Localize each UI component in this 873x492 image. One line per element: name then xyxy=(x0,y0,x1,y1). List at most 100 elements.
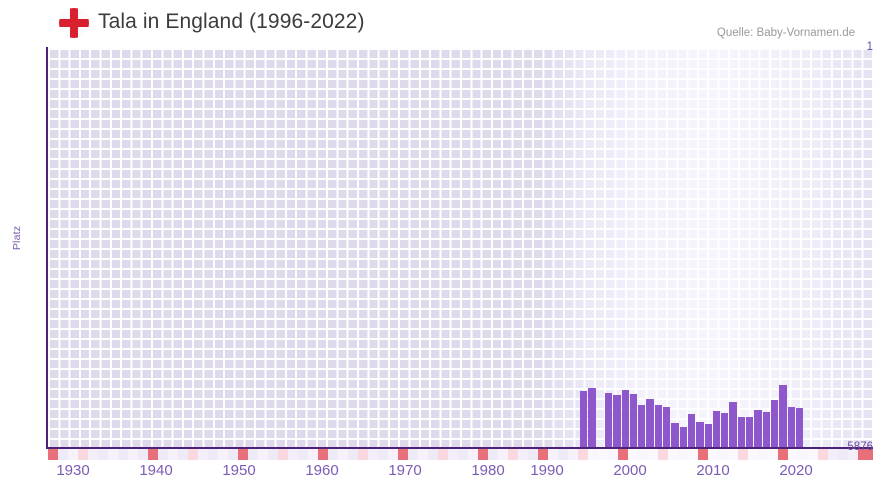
tick-strip-cell xyxy=(188,449,198,460)
tick-strip-cell xyxy=(608,449,618,460)
tick-strip-cell xyxy=(388,449,398,460)
x-axis-tick-labels: 1930 1940 1950 1960 1970 1980 1990 2000 2010 2020 xyxy=(0,462,873,486)
bar-2014 xyxy=(746,417,754,448)
tick-strip-cell xyxy=(708,449,718,460)
tick-strip-cell xyxy=(358,449,368,460)
bar-2006 xyxy=(679,427,687,448)
tick-strip-cell xyxy=(248,449,258,460)
tick-strip-cell xyxy=(138,449,148,460)
bar-2017 xyxy=(770,400,779,448)
tick-strip-cell xyxy=(158,449,168,460)
source-attribution: Quelle: Baby-Vornamen.de xyxy=(716,27,855,39)
tick-strip-cell xyxy=(678,449,688,460)
bar-2007 xyxy=(687,414,696,448)
tick-strip-cell xyxy=(788,449,798,460)
x-tick-label-1950: 1950 xyxy=(222,462,256,479)
x-axis-line xyxy=(46,447,873,449)
tick-strip-cell xyxy=(198,449,208,460)
tick-strip-cell xyxy=(558,449,568,460)
tick-strip-cell xyxy=(548,449,558,460)
tick-strip-cell xyxy=(368,449,378,460)
tick-strip-cell xyxy=(798,449,808,460)
tick-strip-cell xyxy=(568,449,578,460)
tick-strip-cell xyxy=(468,449,478,460)
tick-strip-cell xyxy=(698,449,708,460)
bar-2012 xyxy=(729,402,737,448)
tick-strip-cell xyxy=(128,449,138,460)
tick-strip-cell xyxy=(338,449,348,460)
bar-2016 xyxy=(762,412,770,448)
bar-2000 xyxy=(629,394,638,448)
bar-2011 xyxy=(721,413,729,448)
tick-strip-cell xyxy=(838,449,848,460)
tick-strip-cell xyxy=(688,449,698,460)
tick-strip-cell xyxy=(728,449,738,460)
tick-strip-cell xyxy=(48,449,58,460)
tick-strip-cell xyxy=(538,449,548,460)
bar-2020 xyxy=(795,408,804,448)
y-axis-title: Platz xyxy=(11,225,23,251)
tick-strip-cell xyxy=(818,449,828,460)
x-tick-label-1940: 1940 xyxy=(139,462,173,479)
bar-2009 xyxy=(704,424,712,448)
bar-1997 xyxy=(604,393,613,448)
tick-strip-cell xyxy=(768,449,778,460)
tick-strip-cell xyxy=(598,449,608,460)
plot-gridlines xyxy=(48,48,873,448)
tick-strip-cell xyxy=(228,449,238,460)
x-tick-label-1980: 1980 xyxy=(471,462,505,479)
bar-2010 xyxy=(712,411,721,448)
tick-strip-cell xyxy=(518,449,528,460)
tick-strip-cell xyxy=(488,449,498,460)
tick-strip-cell xyxy=(328,449,338,460)
chart-header: Tala in England (1996-2022) Quelle: Baby… xyxy=(0,0,873,46)
bar-2013 xyxy=(737,417,746,448)
tick-strip-cell xyxy=(628,449,638,460)
x-tick-label-2010: 2010 xyxy=(696,462,730,479)
tick-strip-cell xyxy=(528,449,538,460)
tick-strip-cell xyxy=(398,449,408,460)
tick-strip-cell xyxy=(648,449,658,460)
bar-2002 xyxy=(646,399,654,448)
tick-strip-cell xyxy=(268,449,278,460)
tick-strip-cell xyxy=(508,449,518,460)
tick-strip-cell xyxy=(178,449,188,460)
tick-strip-cell xyxy=(758,449,768,460)
bar-2005 xyxy=(671,423,679,448)
y-axis-top-tick: 1 xyxy=(866,41,873,53)
tick-strip-cell xyxy=(438,449,448,460)
bar-1998 xyxy=(613,395,621,448)
tick-strip-cell xyxy=(318,449,328,460)
tick-strip-cell xyxy=(588,449,598,460)
tick-strip-cell xyxy=(478,449,488,460)
tick-strip-cell xyxy=(218,449,228,460)
tick-strip-cell xyxy=(258,449,268,460)
x-tick-label-2020: 2020 xyxy=(779,462,813,479)
tick-strip-cell xyxy=(348,449,358,460)
tick-strip-cell xyxy=(738,449,748,460)
tick-strip-cell xyxy=(658,449,668,460)
tick-strip-cell xyxy=(288,449,298,460)
bar-2004 xyxy=(663,407,671,448)
x-tick-label-1960: 1960 xyxy=(305,462,339,479)
tick-strip-cell xyxy=(238,449,248,460)
tick-strip-cell xyxy=(828,449,838,460)
tick-strip-cell xyxy=(78,449,88,460)
tick-strip-cell xyxy=(418,449,428,460)
y-axis-bottom-tick: 5876 xyxy=(847,441,873,453)
page-title: Tala in England (1996-2022) xyxy=(98,10,365,33)
x-tick-label-1990: 1990 xyxy=(530,462,564,479)
tick-strip-cell xyxy=(378,449,388,460)
bar-2001 xyxy=(638,405,646,448)
tick-strip-cell xyxy=(448,449,458,460)
tick-strip-cell xyxy=(88,449,98,460)
tick-strip-cell xyxy=(858,449,873,460)
flag-cross-vertical xyxy=(70,8,78,38)
tick-strip-cell xyxy=(308,449,318,460)
x-axis-tick-strip xyxy=(48,449,873,460)
tick-strip-cell xyxy=(278,449,288,460)
tick-strip-cell xyxy=(208,449,218,460)
tick-strip-cell xyxy=(668,449,678,460)
tick-strip-cell xyxy=(748,449,758,460)
